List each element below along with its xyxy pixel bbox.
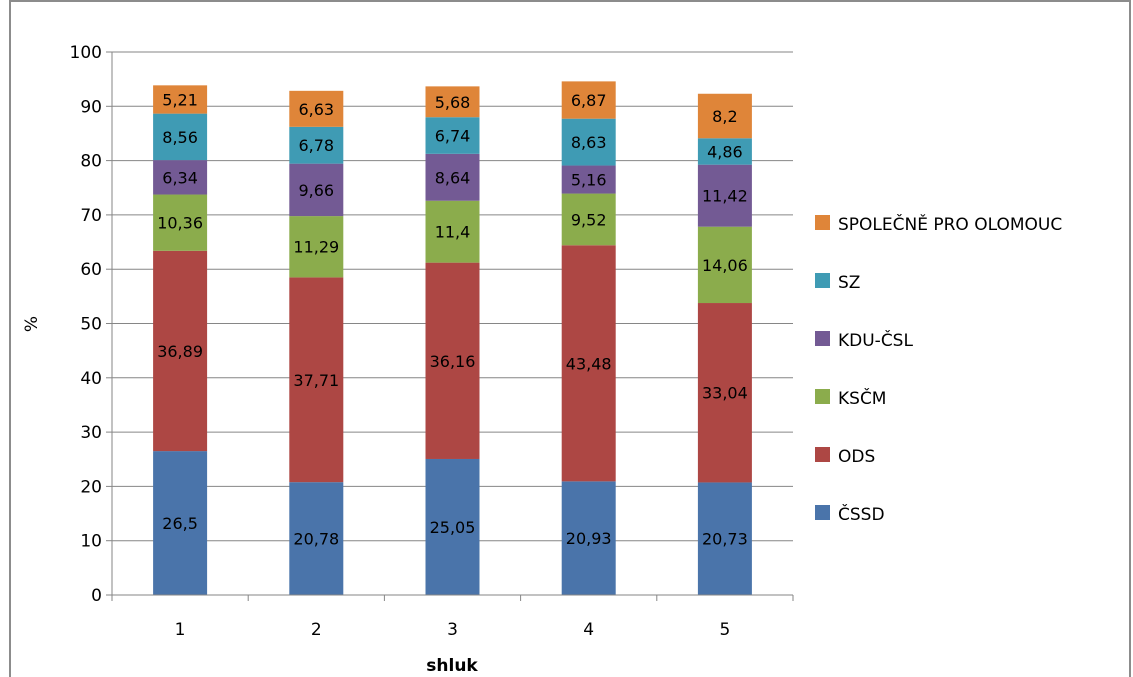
- bar-segment: [153, 451, 208, 595]
- bar-segment: [153, 113, 208, 161]
- data-label: 6,78: [298, 136, 334, 155]
- y-tick-label: 20: [80, 477, 102, 497]
- data-label: 36,89: [157, 342, 203, 361]
- x-tick-label: 4: [583, 620, 594, 640]
- data-label: 8,56: [162, 128, 198, 147]
- bar-segment: [153, 160, 208, 195]
- y-tick-label: 10: [80, 532, 102, 552]
- x-tick-label: 5: [719, 620, 730, 640]
- data-label: 8,64: [435, 168, 471, 187]
- legend-label: KDU-ČSL: [838, 329, 913, 351]
- legend-swatch: [815, 447, 830, 462]
- bar-segment: [289, 126, 344, 164]
- data-label: 10,36: [157, 214, 203, 233]
- bar-segment: [289, 163, 344, 217]
- data-label: 20,73: [702, 530, 748, 549]
- x-tick-label: 2: [311, 620, 322, 640]
- bar-segment: [561, 481, 616, 595]
- bar-segment: [425, 117, 480, 154]
- data-label: 26,5: [162, 514, 198, 533]
- bar-segment: [697, 226, 752, 304]
- y-tick-label: 30: [80, 423, 102, 443]
- legend-label: SZ: [838, 273, 860, 293]
- data-label: 20,93: [566, 529, 612, 548]
- legend-label: KSČM: [838, 387, 886, 409]
- x-axis-title: shluk: [426, 656, 478, 676]
- legend-swatch: [815, 215, 830, 230]
- y-tick-label: 60: [80, 260, 102, 280]
- bar-segment: [561, 193, 616, 246]
- data-label: 5,21: [162, 90, 198, 109]
- data-label: 11,4: [435, 223, 471, 242]
- legend-label: ČSSD: [838, 503, 885, 525]
- bars: [153, 81, 752, 595]
- chart-frame: [9, 0, 1131, 677]
- data-label: 6,63: [298, 100, 334, 119]
- bar-segment: [561, 245, 616, 482]
- data-label: 6,87: [571, 91, 607, 110]
- y-tick-label: 100: [70, 43, 102, 63]
- bar-segment: [153, 194, 208, 251]
- data-label: 11,42: [702, 187, 748, 206]
- data-label: 14,06: [702, 256, 748, 275]
- bar-segment: [561, 118, 616, 166]
- bar-segment: [289, 277, 344, 483]
- x-axis: 1 2 3 4 5: [111, 52, 794, 640]
- x-tick-label: 3: [447, 620, 458, 640]
- data-label: 36,16: [430, 352, 476, 371]
- bar-segment: [425, 458, 480, 595]
- bar-segment: [289, 482, 344, 595]
- data-label: 11,29: [293, 238, 339, 257]
- data-label: 8,63: [571, 133, 607, 152]
- data-label: 6,74: [435, 127, 471, 146]
- data-label: 20,78: [293, 530, 339, 549]
- bar-segment: [425, 200, 480, 263]
- y-axis-title: %: [22, 316, 42, 332]
- bar-segment: [425, 153, 480, 201]
- y-tick-label: 80: [80, 152, 102, 172]
- y-tick-label: 0: [91, 586, 102, 606]
- data-label: 5,68: [435, 93, 471, 112]
- bar-segment: [153, 85, 208, 114]
- y-tick-label: 50: [80, 315, 102, 335]
- x-tick-label: 1: [175, 620, 186, 640]
- legend-label: SPOLEČNĚ PRO OLOMOUC: [838, 213, 1062, 235]
- bar-segment: [697, 164, 752, 227]
- y-tick-label: 90: [80, 97, 102, 117]
- bar-segment: [289, 90, 344, 127]
- data-labels: 26,5 36,89 10,36 6,34 8,56 5,21 20,78 37,71 11,2…: [157, 90, 748, 548]
- data-label: 37,71: [293, 371, 339, 390]
- bar-segment: [425, 262, 480, 459]
- y-tick-label: 70: [80, 206, 102, 226]
- bar-segment: [289, 216, 344, 278]
- data-label: 5,16: [571, 171, 607, 190]
- bar-segment: [561, 81, 616, 119]
- legend-swatch: [815, 331, 830, 346]
- data-label: 8,2: [712, 107, 737, 126]
- legend-label: ODS: [838, 447, 875, 467]
- bar-segment: [697, 138, 752, 165]
- data-label: 9,52: [571, 210, 607, 229]
- bar-segment: [561, 165, 616, 194]
- data-label: 33,04: [702, 384, 748, 403]
- data-label: 6,34: [162, 168, 198, 187]
- legend-swatch: [815, 505, 830, 520]
- legend-swatch: [815, 389, 830, 404]
- bar-segment: [425, 86, 480, 118]
- data-label: 4,86: [707, 142, 743, 161]
- data-label: 43,48: [566, 354, 612, 373]
- bar-segment: [697, 303, 752, 483]
- data-label: 9,66: [298, 181, 334, 200]
- legend-swatch: [815, 273, 830, 288]
- bar-segment: [697, 93, 752, 139]
- legend: SPOLEČNĚ PRO OLOMOUC SZ KDU-ČSL KSČM ODS ČSSD: [815, 213, 1062, 525]
- bar-segment: [697, 482, 752, 595]
- bar-segment: [153, 250, 208, 452]
- data-label: 25,05: [430, 518, 476, 537]
- y-axis-ticks: 0 10 20 30 40 50 60 70 80 90 100: [70, 43, 112, 606]
- y-tick-label: 40: [80, 369, 102, 389]
